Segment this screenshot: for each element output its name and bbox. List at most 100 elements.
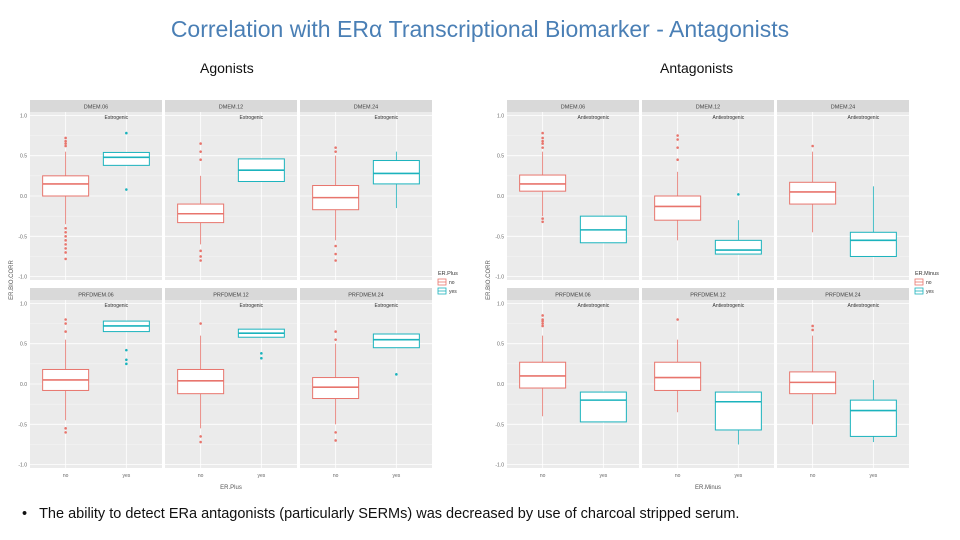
box-iqr (519, 174, 567, 192)
x-tick-label: no (63, 473, 69, 479)
outlier-point (676, 318, 679, 321)
panel-dmem-06: DMEM.06 Antiestrogenic (507, 100, 639, 280)
outlier-point (199, 322, 202, 325)
box-iqr (849, 399, 897, 437)
box-yes (237, 158, 285, 182)
outlier-point (125, 188, 128, 191)
outlier-point (541, 314, 544, 317)
box-no (519, 314, 567, 417)
outlier-point (334, 338, 337, 341)
y-tick-label: 0.5 (20, 154, 27, 160)
panel-annotation: Estrogenic (105, 115, 129, 121)
box-yes (579, 215, 627, 244)
box-yes (102, 131, 150, 191)
panel-strip (642, 100, 774, 112)
outlier-point (676, 138, 679, 141)
y-tick-label: 1.0 (20, 113, 27, 119)
outlier-point (64, 322, 67, 325)
outlier-point (64, 139, 67, 143)
panel-strip-label: DMEM.12 (696, 105, 720, 111)
x-tick-label: yes (734, 473, 742, 479)
box-iqr (849, 231, 897, 257)
outlier-point (64, 144, 67, 148)
panel-annotation: Antiestrogenic (848, 115, 880, 121)
panel-strip (507, 288, 639, 300)
conclusion-text: The ability to detect ERa antagonists (p… (39, 506, 740, 522)
box-yes (372, 151, 420, 209)
y-axis-label: ER.BIO.CORR (9, 259, 15, 299)
box-no (312, 146, 360, 262)
outlier-point (334, 244, 337, 248)
outlier-point (334, 431, 337, 434)
box-iqr (372, 160, 420, 185)
panel-annotation: Antiestrogenic (848, 303, 880, 309)
outlier-point (541, 220, 544, 224)
panel-dmem-06: DMEM.06 Estrogenic (30, 100, 162, 280)
panel-strip-label: DMEM.12 (219, 105, 243, 111)
panel-strip (507, 100, 639, 112)
y-tick-label: 0.5 (497, 342, 504, 348)
outlier-point (541, 131, 544, 135)
page-title: Correlation with ERα Transcriptional Bio… (170, 16, 790, 42)
panel-strip-label: DMEM.24 (354, 105, 378, 111)
y-tick-label: 1.0 (20, 301, 27, 307)
y-tick-label: 0.5 (497, 154, 504, 160)
box-iqr (102, 151, 150, 166)
panel-prfdmem-12: PRFDMEM.12 Antiestrogenic (642, 288, 774, 468)
y-tick-label: 0.0 (20, 382, 27, 388)
x-axis-label: ER.Minus (695, 485, 721, 491)
panel-annotation: Antiestrogenic (713, 115, 745, 121)
panel-strip-label: PRFDMEM.24 (825, 293, 860, 299)
box-no (312, 330, 360, 442)
outlier-point (541, 136, 544, 140)
y-tick-label: -1.0 (18, 463, 27, 469)
panel-prfdmem-24: PRFDMEM.24 Estrogenic (300, 288, 432, 468)
box-no (654, 318, 702, 413)
panel-strip (300, 100, 432, 112)
outlier-point (334, 252, 337, 256)
panel-strip-label: DMEM.24 (831, 105, 855, 111)
x-tick-label: yes (392, 473, 400, 479)
outlier-point (334, 439, 337, 442)
outlier-point (64, 235, 67, 238)
x-tick-label: yes (257, 473, 265, 479)
panel-dmem-12: DMEM.12 Estrogenic (165, 100, 297, 280)
panel-prfdmem-24: PRFDMEM.24 Antiestrogenic (777, 288, 909, 468)
agonists-heading: Agonists (200, 60, 254, 76)
outlier-point (64, 247, 67, 250)
outlier-point (64, 136, 67, 140)
box-no (789, 324, 837, 425)
panel-strip (300, 288, 432, 300)
outlier-point (541, 319, 544, 323)
outlier-point (64, 226, 67, 230)
panel-strip-label: DMEM.06 (561, 105, 585, 111)
box-no (519, 131, 567, 224)
y-tick-label: -1.0 (495, 275, 504, 281)
outlier-point (64, 230, 67, 234)
outlier-point (64, 243, 67, 246)
agonists-boxplot-chart: ER.BIO.CORR DMEM.06 Estrogenic 1.0 0.5 0.0 -0.… (9, 100, 458, 491)
outlier-point (64, 330, 67, 333)
outlier-point (199, 440, 202, 444)
legend-title: ER.Plus (438, 271, 458, 277)
outlier-point (64, 431, 67, 434)
outlier-point (64, 427, 67, 430)
outlier-point (737, 193, 740, 196)
outlier-point (811, 324, 814, 328)
panel-strip-label: PRFDMEM.12 (213, 293, 248, 299)
outlier-point (199, 255, 202, 258)
conclusion-bullet: • The ability to detect ERa antagonists (… (22, 506, 739, 522)
panel-strip-label: PRFDMEM.12 (690, 293, 725, 299)
panel-annotation: Antiestrogenic (578, 303, 610, 309)
outlier-point (811, 328, 814, 332)
box-iqr (177, 368, 225, 395)
panel-strip-label: DMEM.06 (84, 105, 108, 111)
box-iqr (42, 175, 90, 197)
outlier-point (676, 146, 679, 149)
panel-annotation: Antiestrogenic (713, 303, 745, 309)
outlier-point (334, 146, 337, 149)
panel-strip (165, 100, 297, 112)
outlier-point (676, 158, 679, 162)
outlier-point (199, 259, 202, 262)
box-iqr (714, 239, 762, 255)
